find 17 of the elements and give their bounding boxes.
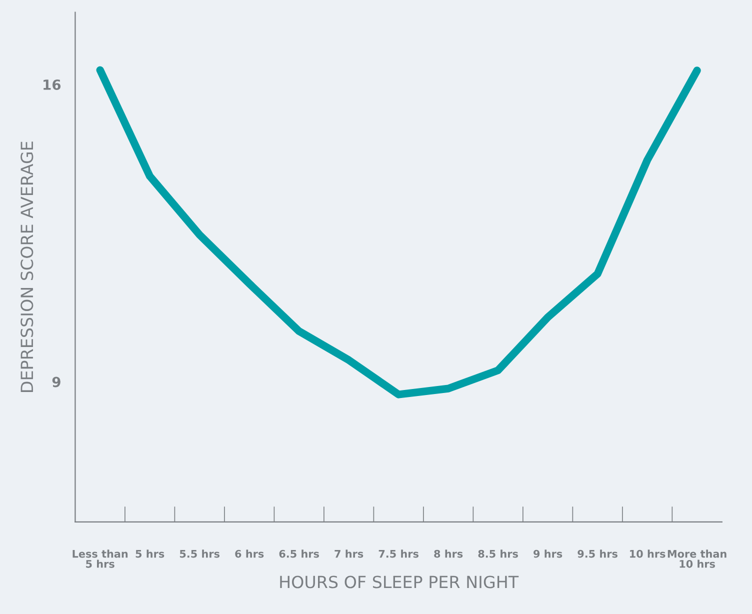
x-tick-label: 9.5 hrs <box>578 550 618 558</box>
x-tick-label: 7 hrs <box>334 550 364 558</box>
x-tick-label: 5.5 hrs <box>180 550 220 558</box>
x-tick-label: 8 hrs <box>434 550 463 558</box>
x-tick-label: 5 hrs <box>136 550 164 558</box>
x-axis-title: HOURS OF SLEEP PER NIGHT <box>280 576 519 588</box>
x-tick-label: 6 hrs <box>235 550 264 558</box>
x-tick-label: Less than 5 hrs <box>72 550 128 568</box>
y-axis-title: DEPRESSION SCORE AVERAGE <box>20 142 34 392</box>
x-tick-label: 7.5 hrs <box>378 550 418 558</box>
x-tick-label: 9 hrs <box>534 550 562 558</box>
x-tick-label: 6.5 hrs <box>279 550 319 558</box>
y-tick-label: 9 <box>52 376 60 388</box>
x-tick-label: More than 10 hrs <box>668 550 726 568</box>
x-tick-label: 8.5 hrs <box>478 550 518 558</box>
y-tick-label: 16 <box>44 79 61 90</box>
x-tick-label: 10 hrs <box>630 550 666 558</box>
